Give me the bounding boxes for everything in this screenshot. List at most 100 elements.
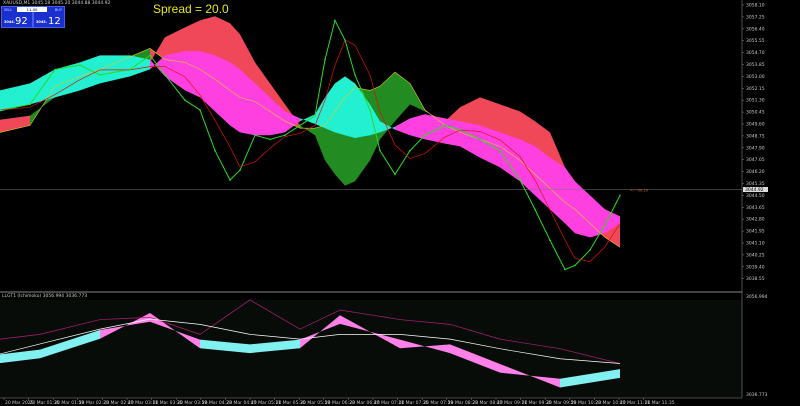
sell-price-big: 92 [15,16,28,27]
x-tick-label: 20 Mar 06:23 [325,400,355,406]
inner-cloud-segment [325,83,335,133]
price-point [369,109,371,111]
x-tick-label: 20 Mar 03:11 [128,400,158,406]
outer-cloud-segment [300,125,315,136]
y-tick-label: 3041.95 [746,229,765,235]
inner-cloud-segment [460,121,480,158]
y-tick-label: 3051.30 [746,98,765,104]
oscillator-band-segment [400,339,450,354]
price-point [549,239,551,241]
sell-price-small: 3044. [4,20,16,24]
price-point [129,68,131,71]
oscillator-band-segment [200,339,250,354]
y-tick-label: 3052.15 [746,86,765,92]
price-point [619,194,621,197]
x-tick-label: 20 Mar 11:35 [645,400,675,406]
outer-cloud-segment [380,72,395,140]
buy-label: BUY [54,8,62,12]
price-point [229,179,231,181]
inner-cloud-segment [410,114,425,140]
x-tick-label: 20 Mar 01:35 [30,400,60,406]
price-point [604,224,606,226]
oscillator-band-segment [450,344,500,373]
inner-cloud-segment [550,157,565,224]
y-tick-label: 3055.55 [746,38,765,44]
price-point [334,19,336,22]
osc-y-tick-label: 3036.773 [746,392,768,398]
inner-cloud-segment [480,125,500,168]
lot-size-input[interactable]: 11.00 [17,7,47,12]
price-point [79,64,81,66]
inner-cloud-segment [380,121,395,133]
y-tick-label: 3049.60 [746,122,765,128]
y-tick-label: 3047.90 [746,145,765,151]
x-tick-label: 20 Mar 07:59 [423,400,453,406]
y-tick-label: 3057.25 [746,14,765,20]
spread-label: Spread = 20.0 [153,2,229,16]
price-point [314,114,316,117]
inner-cloud-segment [500,132,520,182]
sell-label: SELL [4,8,13,12]
x-tick-label: 20 Mar 02:47 [103,400,133,406]
x-tick-label: 20 Mar 10:47 [595,400,625,406]
symbol-info: XAUUSD,M1 3045.18 3045.20 3044.88 3044.9… [3,1,111,6]
price-point [199,109,201,111]
price-point [29,103,31,106]
outer-cloud-segment [0,115,30,133]
y-tick-label: 3053.85 [746,62,765,68]
price-point [409,149,411,152]
y-tick-label: 3044.50 [746,193,765,199]
price-point [379,149,381,152]
y-tick-label: 3048.75 [746,133,765,139]
inner-cloud-segment [445,118,460,147]
price-point [184,99,186,101]
x-tick-label: 20 Mar 09:35 [522,400,552,406]
indicator-header: LLGT1 (Ichimoku) 3056.994 3036.773 [2,293,87,299]
inner-cloud-segment [215,55,230,126]
inner-cloud-segment [575,181,590,238]
x-tick-label: 20 Mar 05:59 [300,400,330,406]
price-point [164,74,166,76]
axes: 3058.10 3057.25 3056.40 3055.55 3054.70 3053.… [0,0,768,406]
y-tick-label: 3043.65 [746,205,765,211]
inner-cloud-segment [200,51,215,112]
x-tick-label: 20 Mar 08:47 [472,400,502,406]
price-point [499,149,501,152]
price-point [424,134,426,136]
inner-cloud-segment [285,111,300,133]
price-point [534,208,536,211]
inner-cloud-segment [255,83,270,136]
inner-cloud-segment [230,62,240,133]
price-point [254,134,256,136]
oscillator-background [0,300,742,398]
current-price-label: 3044.92 [745,187,764,193]
one-click-trade-panel: SELL 3044. 92 11.00 BUY 3045. 12 [1,6,65,28]
osc-y-tick-label: 3056.994 [746,294,768,300]
x-tick-label: 20 Mar 04:47 [226,400,256,406]
price-point [239,169,241,171]
x-tick-label: 20 Mar 08:23 [448,400,478,406]
oscillator-band-segment [0,349,40,364]
inner-cloud-segment [590,195,605,238]
inner-cloud-segment [240,69,255,136]
price-point [99,74,101,76]
price-point [459,128,461,131]
cloud-edge-line [0,48,621,248]
x-tick-label: 20 Mar 06:47 [349,400,379,406]
price-point [284,134,286,136]
inner-cloud-segment [335,76,345,136]
y-tick-label: 3045.35 [746,181,765,187]
x-tick-label: 20 Mar 04:23 [202,400,232,406]
inner-cloud-segment [605,209,620,234]
price-point [324,58,326,61]
buy-price-big: 12 [48,16,61,27]
oscillator-white-line [0,318,621,364]
price-point [344,39,346,41]
price-point [564,268,566,271]
price-point [589,249,591,251]
buy-price-small: 3045. [36,20,48,24]
oscillator-band-segment [340,315,400,349]
x-tick-label: 20 Mar 01:59 [54,400,84,406]
inner-cloud-segment [165,51,185,91]
